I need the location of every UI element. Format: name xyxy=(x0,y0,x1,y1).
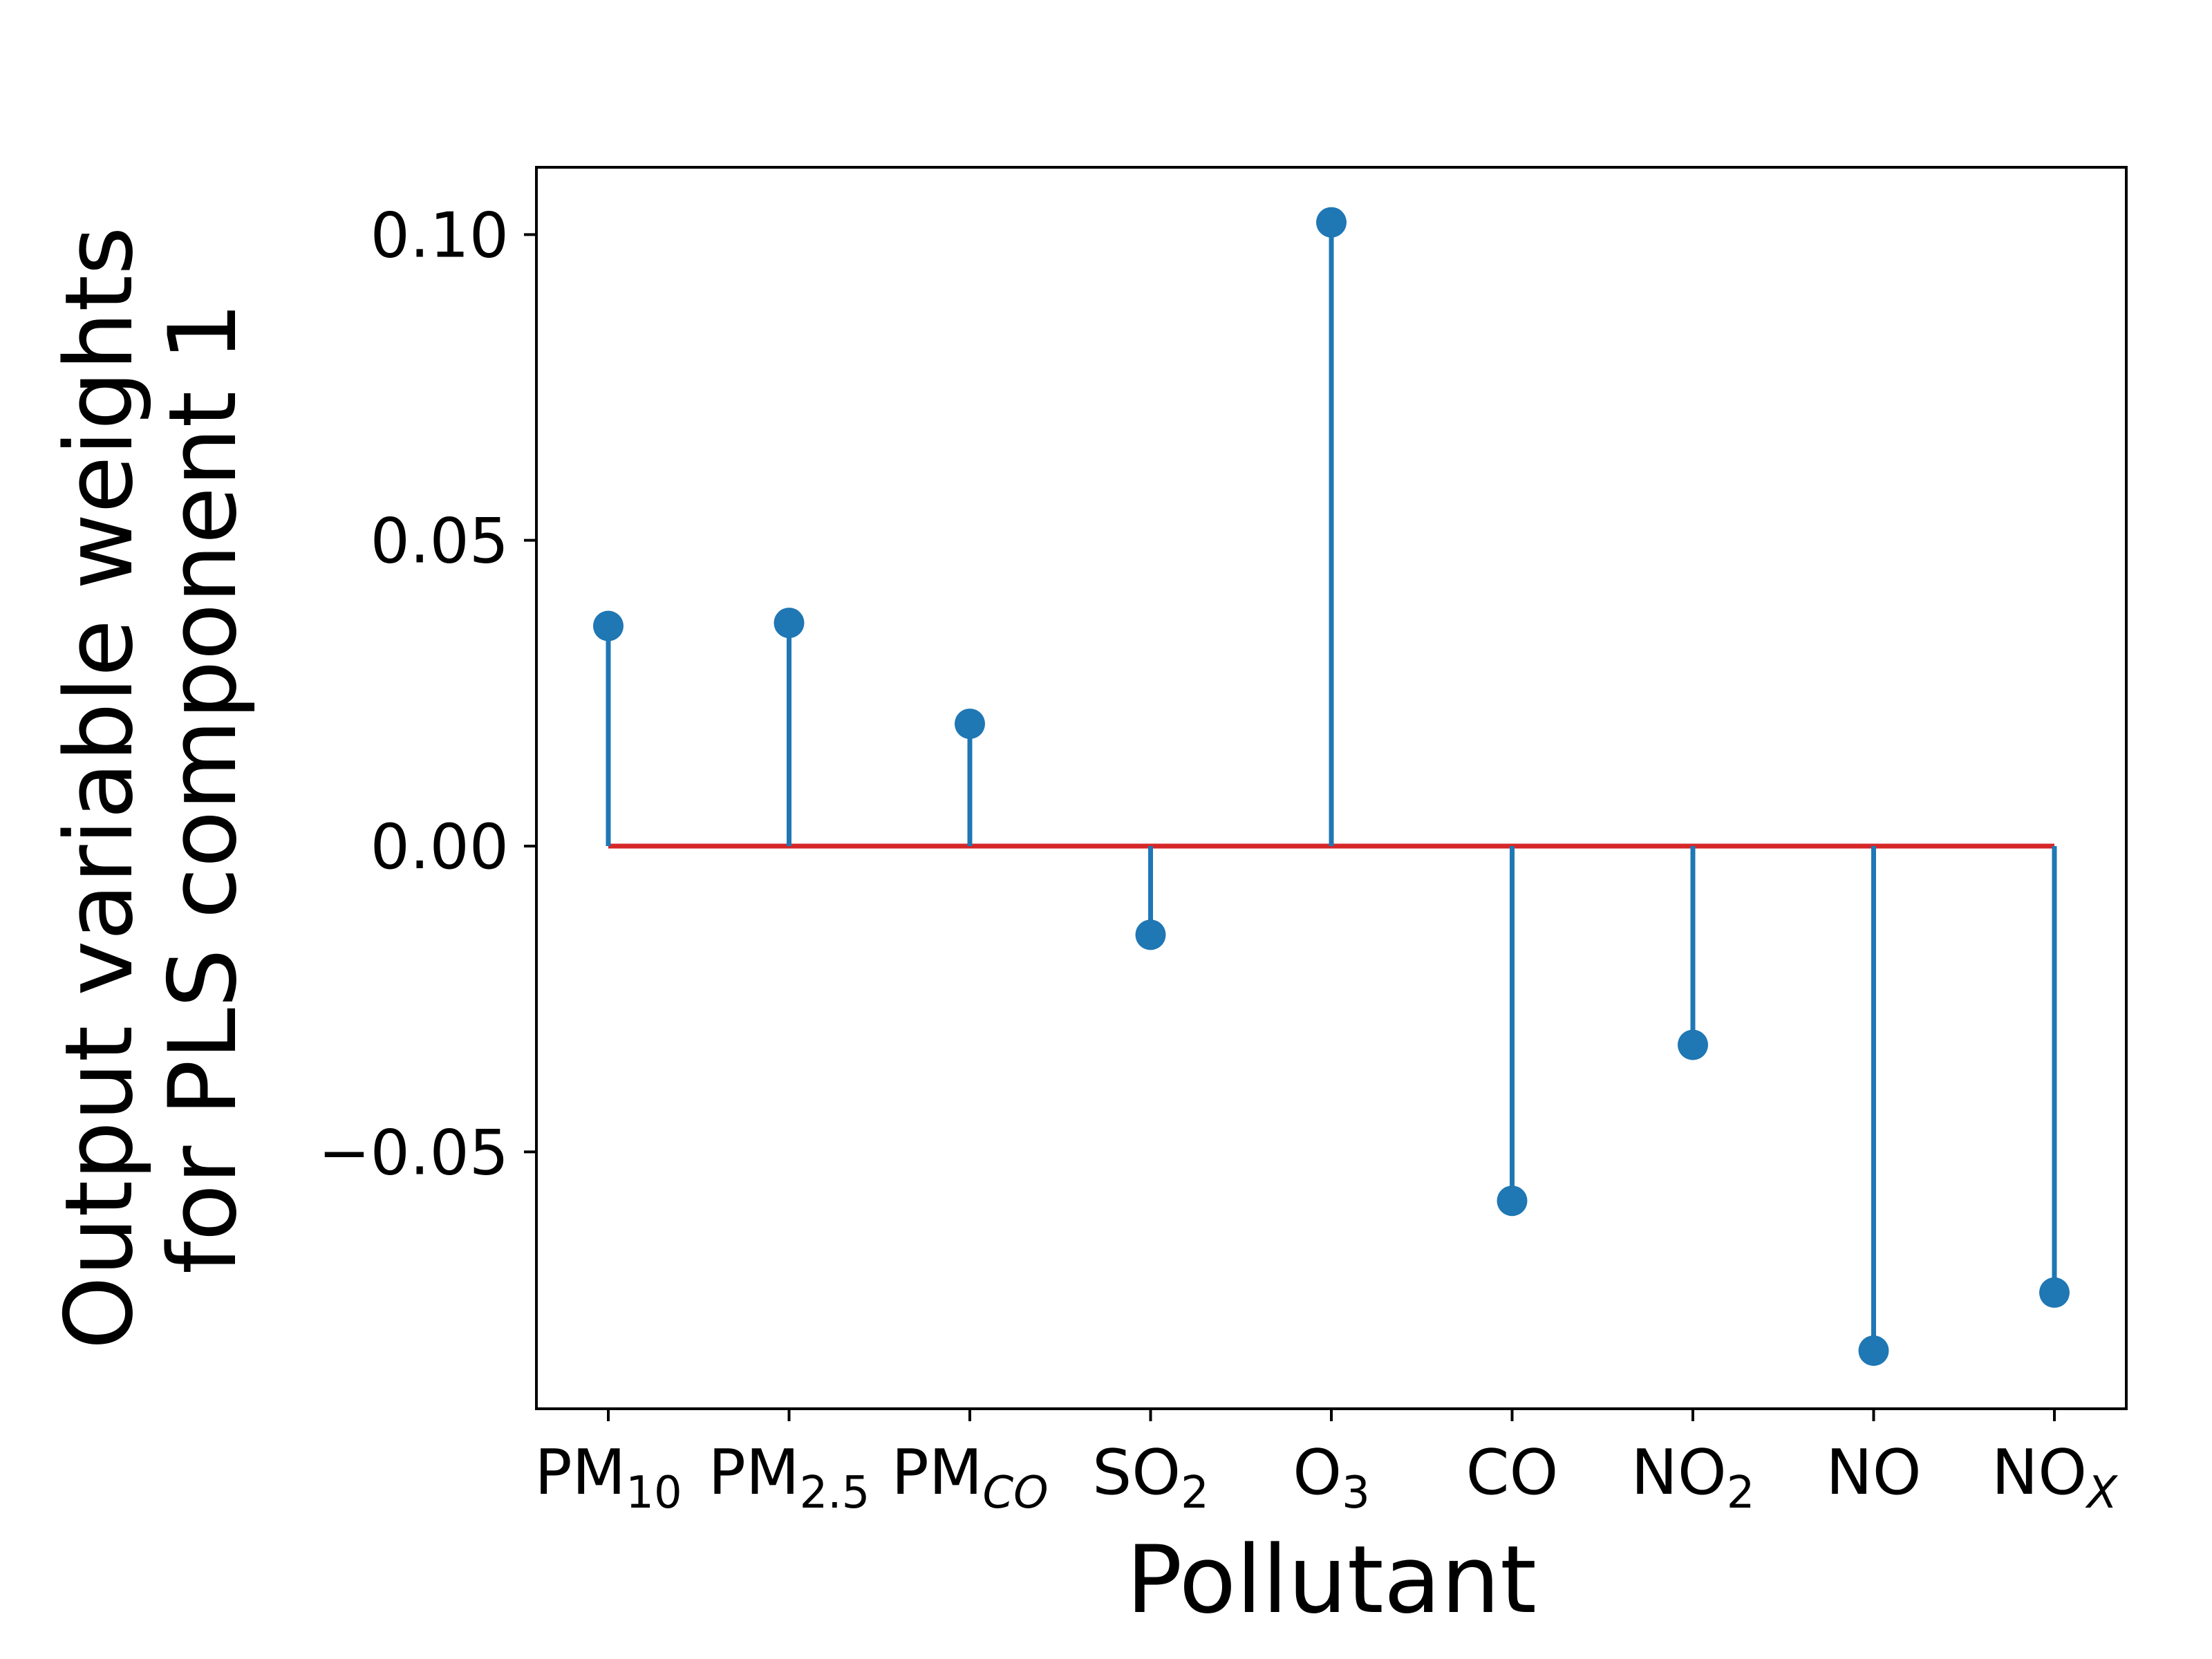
x-tick-label: SO2 xyxy=(1092,1436,1209,1519)
x-axis-title: Pollutant xyxy=(1126,1526,1537,1634)
stem-marker xyxy=(1135,919,1166,950)
y-tick-label: 0.00 xyxy=(371,811,509,883)
x-tick-label: PM10 xyxy=(534,1436,682,1519)
stem-marker xyxy=(593,610,624,641)
y-tick-label: 0.05 xyxy=(371,505,509,578)
x-tick-label: PMCO xyxy=(892,1436,1049,1519)
axes-layer xyxy=(524,166,2128,1421)
x-tick-label: NO2 xyxy=(1631,1436,1755,1519)
x-tick-label: NOX xyxy=(1991,1436,2118,1519)
y-tick-label: 0.10 xyxy=(371,199,509,272)
stem-marker xyxy=(774,608,805,639)
stem-marker xyxy=(2039,1277,2070,1308)
y-axis-title-line: for PLS component 1 xyxy=(149,302,257,1274)
x-tick-label: CO xyxy=(1466,1436,1559,1509)
stem-marker xyxy=(1316,207,1347,238)
stem-marker xyxy=(955,709,985,740)
x-tick-label: O3 xyxy=(1293,1436,1370,1519)
y-tick-label: −0.05 xyxy=(318,1116,509,1189)
stem-marker xyxy=(1858,1335,1889,1366)
y-axis-title-line: Output variable weights xyxy=(45,227,153,1350)
x-tick-label: NO xyxy=(1826,1436,1921,1509)
x-tick-label: PM2.5 xyxy=(709,1436,870,1519)
stem-marker xyxy=(1497,1185,1528,1217)
stem-marker xyxy=(1678,1029,1708,1060)
labels-layer: −0.05 0.00 0.05 0.10 PM10 PM2.5 PMCO SO2 O3 CO NO2… xyxy=(45,199,2118,1634)
stems-layer xyxy=(593,207,2070,1366)
